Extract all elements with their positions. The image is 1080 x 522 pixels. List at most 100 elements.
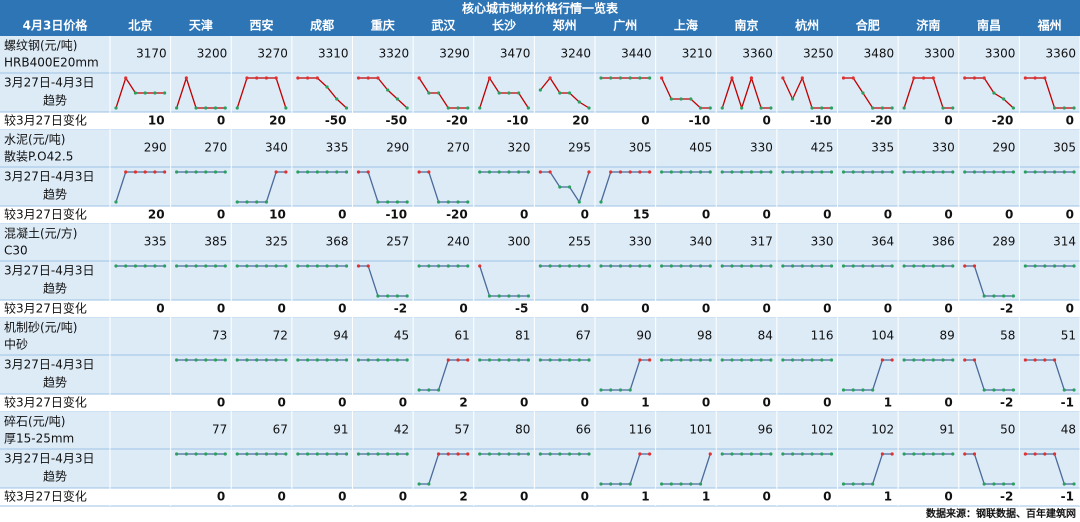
trend-dot	[669, 482, 673, 486]
trend-dot	[366, 76, 370, 80]
trend-dot	[497, 358, 501, 362]
trend-dot	[344, 452, 349, 456]
trend-dot	[163, 170, 167, 174]
price: 3470	[500, 47, 531, 61]
material-name: 混凝土(元/方)	[4, 226, 77, 241]
trend-dot	[427, 264, 431, 268]
trend-dot	[395, 452, 399, 456]
trend-label: 趋势	[43, 376, 67, 390]
change-row	[0, 112, 1080, 130]
trend-dot	[296, 452, 300, 456]
price: 325	[265, 235, 288, 249]
trend-dot	[660, 76, 664, 80]
change: 0	[338, 396, 346, 410]
trend-dot	[871, 264, 875, 268]
trend-dot	[740, 264, 744, 268]
trend-dot	[538, 452, 542, 456]
change: 0	[763, 208, 771, 222]
trend-dot	[213, 452, 218, 456]
trend-dot	[599, 482, 603, 486]
trend-dot	[769, 452, 773, 456]
trend-dot	[669, 358, 673, 362]
trend-dot	[143, 170, 147, 174]
trend-dot	[720, 452, 724, 456]
trend-dot	[274, 170, 278, 174]
change: 0	[520, 396, 528, 410]
trend-dot	[446, 358, 450, 362]
trend-dot	[264, 264, 269, 268]
trend-dot	[740, 452, 744, 456]
trend-dot	[759, 452, 763, 456]
price: 290	[144, 141, 167, 155]
trend-dot	[791, 452, 795, 456]
trend-dot	[507, 452, 511, 456]
change: 1	[641, 396, 649, 410]
trend-line	[479, 265, 529, 297]
trend-dot	[972, 452, 977, 456]
trend-dot	[708, 170, 712, 174]
trend-dot	[781, 358, 785, 362]
trend-dot	[356, 264, 361, 268]
trend-dot	[223, 358, 227, 362]
trend-dot	[871, 388, 875, 392]
price: 305	[629, 141, 652, 155]
table-title: 核心城市地材价格行情一览表	[462, 1, 619, 16]
price: 89	[939, 329, 954, 343]
trend-dot	[395, 358, 399, 362]
change: 0	[581, 208, 589, 222]
trend-line	[358, 265, 408, 297]
change-label: 较3月27日变化	[4, 301, 87, 316]
trend-dot	[912, 358, 916, 362]
trend-dot	[133, 264, 138, 268]
trend-dot	[538, 88, 542, 92]
price: 340	[689, 235, 712, 249]
change: -10	[689, 114, 711, 128]
trend-dot	[820, 106, 824, 110]
trend-dot	[235, 200, 239, 204]
price: 77	[212, 423, 227, 437]
trend-dot	[315, 170, 319, 174]
trend-dot	[963, 170, 967, 174]
trend-dot	[800, 170, 804, 174]
trend-dot	[427, 482, 431, 486]
trend-dot	[628, 264, 632, 268]
trend-line	[903, 77, 953, 109]
trend-dot	[194, 170, 198, 174]
price: 91	[939, 423, 954, 437]
trend-dot	[963, 452, 967, 456]
trend-label: 趋势	[43, 188, 67, 202]
trend-dot	[344, 358, 349, 362]
trend-dot	[1023, 76, 1027, 80]
trend-dot	[841, 264, 846, 268]
trend-dot	[577, 100, 581, 104]
trend-dot	[376, 452, 380, 456]
trend-line	[964, 359, 1014, 391]
trend-dot	[245, 76, 249, 80]
trend-dot	[1052, 170, 1057, 174]
trend-dot	[526, 358, 530, 362]
trend-dot	[730, 264, 734, 268]
trend-dot	[1043, 76, 1047, 80]
trend-dot	[800, 264, 804, 268]
trend-dot	[478, 452, 482, 456]
trend-dot	[1052, 106, 1057, 110]
trend-label: 3月27日-4月3日	[4, 170, 95, 184]
price: 3200	[197, 47, 228, 61]
trend-dot	[769, 264, 773, 268]
trend-dot	[871, 170, 875, 174]
price-row	[0, 224, 1080, 300]
trend-dot	[1033, 264, 1037, 268]
trend-dot	[679, 482, 683, 486]
trend-dot	[153, 264, 157, 268]
change: 0	[944, 302, 952, 316]
city-header: 天津	[189, 18, 213, 33]
change: 0	[944, 396, 952, 410]
trend-line	[600, 171, 650, 203]
trend-dot	[306, 264, 310, 268]
change: 0	[459, 302, 467, 316]
trend-dot	[1002, 294, 1006, 298]
trend-dot	[386, 294, 390, 298]
trend-dot	[810, 452, 814, 456]
trend-dot	[902, 264, 906, 268]
change: 0	[1066, 302, 1074, 316]
